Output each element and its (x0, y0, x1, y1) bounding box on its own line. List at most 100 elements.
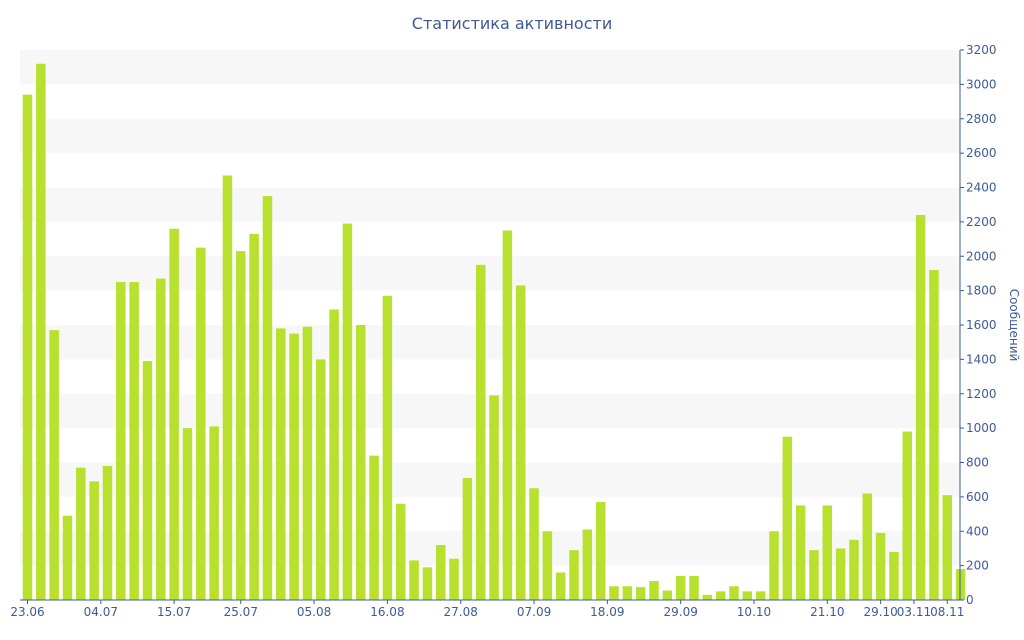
x-tick-label: 07.09 (517, 605, 551, 619)
bar (62, 515, 73, 600)
y-tick-label: 2400 (966, 181, 997, 195)
bar (475, 264, 486, 600)
bar (569, 550, 579, 600)
bar (22, 94, 33, 600)
bar (942, 495, 953, 600)
bar (515, 285, 526, 600)
bar (595, 502, 606, 600)
y-tick-label: 1800 (966, 284, 997, 298)
chart-title: Статистика активности (411, 14, 613, 33)
bar (555, 572, 566, 600)
y-tick-label: 2600 (966, 146, 997, 160)
y-tick-label: 0 (966, 593, 974, 607)
y-tick-label: 600 (966, 490, 989, 504)
bar (955, 569, 966, 600)
x-tick-label: 21.10 (810, 605, 844, 619)
y-tick-label: 3000 (966, 77, 997, 91)
bar (249, 233, 259, 600)
y-tick-label: 2800 (966, 112, 997, 126)
bar (769, 531, 779, 600)
y-tick-label: 1600 (966, 318, 997, 332)
bar (782, 436, 793, 600)
bar (862, 493, 873, 600)
bar (542, 531, 553, 600)
bar (889, 551, 899, 600)
bar (102, 465, 113, 600)
bar (902, 431, 913, 600)
bar (502, 230, 513, 600)
bars (22, 63, 966, 600)
bar (129, 282, 139, 600)
bar (622, 586, 633, 600)
y-axis-ticks: 0 200 400 600 800 1000 1200 1400 1600 1800 2000 220… (960, 43, 997, 607)
bar (462, 477, 473, 600)
bar (702, 594, 713, 600)
bar (635, 587, 646, 600)
grid-band (20, 187, 960, 222)
bar (729, 586, 739, 600)
bar (276, 328, 286, 600)
x-tick-label: 25.07 (224, 605, 258, 619)
bar (582, 529, 593, 600)
bar (795, 505, 806, 600)
bar (449, 558, 459, 600)
bar (489, 395, 499, 600)
bar (755, 591, 766, 600)
bar (822, 505, 833, 600)
bar (36, 63, 46, 600)
bar (329, 309, 339, 600)
x-tick-label: 29.10 (863, 605, 897, 619)
x-tick-label: 29.09 (663, 605, 697, 619)
bar (169, 228, 179, 600)
bar (689, 575, 699, 600)
x-tick-label: 23.06 (10, 605, 44, 619)
y-tick-label: 400 (966, 524, 989, 538)
y-tick-label: 800 (966, 456, 989, 470)
x-tick-label: 10.10 (737, 605, 771, 619)
bar (222, 175, 233, 600)
bar (209, 426, 219, 600)
bar (289, 333, 299, 600)
bar (49, 330, 59, 600)
x-tick-label: 08.11 (930, 605, 964, 619)
bar (395, 503, 406, 600)
bar (422, 567, 433, 600)
bar (116, 282, 126, 600)
bar (742, 591, 753, 600)
grid-band (20, 118, 960, 154)
bar (316, 359, 326, 600)
x-tick-label: 27.08 (444, 605, 478, 619)
bar (342, 223, 353, 600)
bar (356, 325, 366, 600)
bar (849, 539, 859, 600)
x-tick-label: 04.07 (84, 605, 118, 619)
bar (262, 196, 273, 600)
x-tick-label: 03.11 (897, 605, 931, 619)
bar (409, 560, 419, 600)
y-tick-label: 1200 (966, 387, 997, 401)
bar (236, 251, 246, 600)
bar (156, 278, 166, 600)
bar (196, 247, 206, 600)
bar (649, 581, 659, 600)
x-tick-label: 05.08 (297, 605, 331, 619)
bar (182, 428, 193, 600)
y-tick-label: 200 (966, 559, 989, 573)
bar (435, 545, 446, 600)
bar (609, 586, 619, 600)
bar (89, 481, 99, 600)
bar (529, 488, 539, 600)
y-tick-label: 1400 (966, 352, 997, 366)
bar (369, 455, 379, 600)
bar (382, 295, 393, 600)
y-tick-label: 1000 (966, 421, 997, 435)
bar (662, 590, 673, 600)
bar (76, 467, 86, 600)
bar (809, 550, 819, 600)
y-tick-label: 3200 (966, 43, 997, 57)
x-tick-label: 16.08 (370, 605, 404, 619)
bar (875, 532, 886, 600)
y-tick-label: 2200 (966, 215, 997, 229)
bar (675, 575, 686, 600)
